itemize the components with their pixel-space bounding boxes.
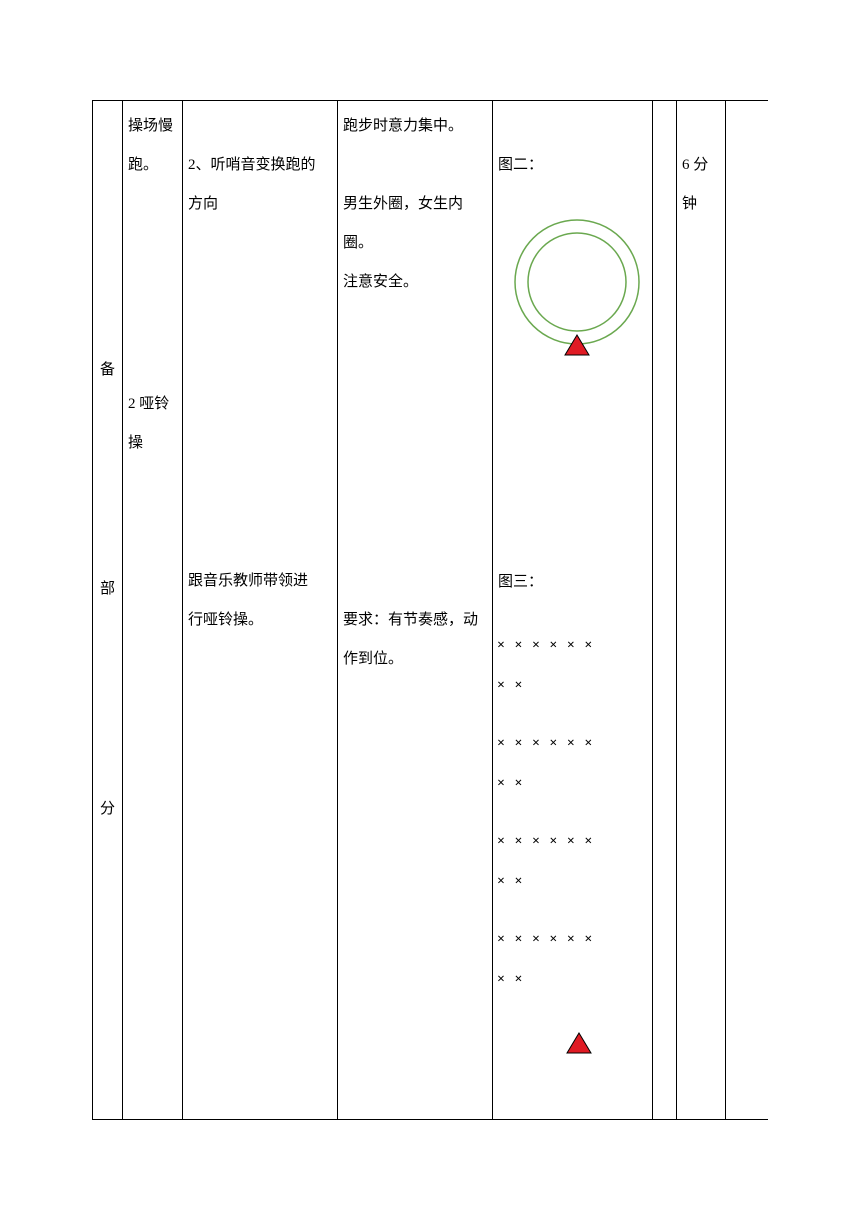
time-column: 6 分 钟 [676, 101, 726, 1119]
triangle-icon [563, 333, 591, 357]
figure2-label: 图二： [498, 146, 647, 185]
req-text-3: 圈。 [343, 224, 487, 263]
x-formation-grid: × × × × × ×× ×× × × × × ×× ×× × × × × ××… [497, 638, 595, 1030]
activity-column: 操场慢 跑。 2 哑铃操 [122, 101, 182, 1119]
requirement-column: 跑步时意力集中。 男生外圈，女生内 圈。 注意安全。 要求：有节奏感，动 作到位… [337, 101, 492, 1119]
teacher-column: 2、听哨音变换跑的 方向 跟音乐教师带领进 行哑铃操。 [182, 101, 337, 1119]
req-text-5: 要求：有节奏感，动 [343, 601, 487, 640]
activity-text-3: 2 哑铃操 [128, 385, 177, 463]
figure3-label: 图三： [498, 563, 647, 602]
req-text-2: 男生外圈，女生内 [343, 185, 487, 224]
diagram-column: 图二： 图三： × × × × × ×× ×× × × × × ×× ×× × … [492, 101, 652, 1119]
teacher-text-4: 行哑铃操。 [188, 601, 332, 640]
activity-text-1: 操场慢 [128, 107, 177, 146]
req-text-4: 注意安全。 [343, 263, 487, 302]
teacher-text-1: 2、听哨音变换跑的 [188, 146, 332, 185]
activity-text-2: 跑。 [128, 146, 177, 185]
section-char-3: 分 [100, 790, 115, 829]
lesson-plan-table: 备 部 分 操场慢 跑。 2 哑铃操 2、听哨音变换跑的 方向 跟音乐教师带领进… [92, 100, 768, 1120]
req-text-6: 作到位。 [343, 640, 487, 679]
circle-diagram-icon [511, 216, 643, 348]
teacher-text-3: 跟音乐教师带领进 [188, 562, 332, 601]
section-char-2: 部 [100, 570, 115, 609]
time-text-1: 6 分 [682, 146, 720, 185]
triangle-icon [565, 1031, 593, 1055]
teacher-text-2: 方向 [188, 185, 332, 224]
section-char-1: 备 [100, 351, 115, 390]
time-text-2: 钟 [682, 185, 720, 224]
section-label-column: 备 部 分 [92, 101, 122, 1119]
spacer-column [652, 101, 676, 1119]
req-text-1: 跑步时意力集中。 [343, 107, 487, 146]
